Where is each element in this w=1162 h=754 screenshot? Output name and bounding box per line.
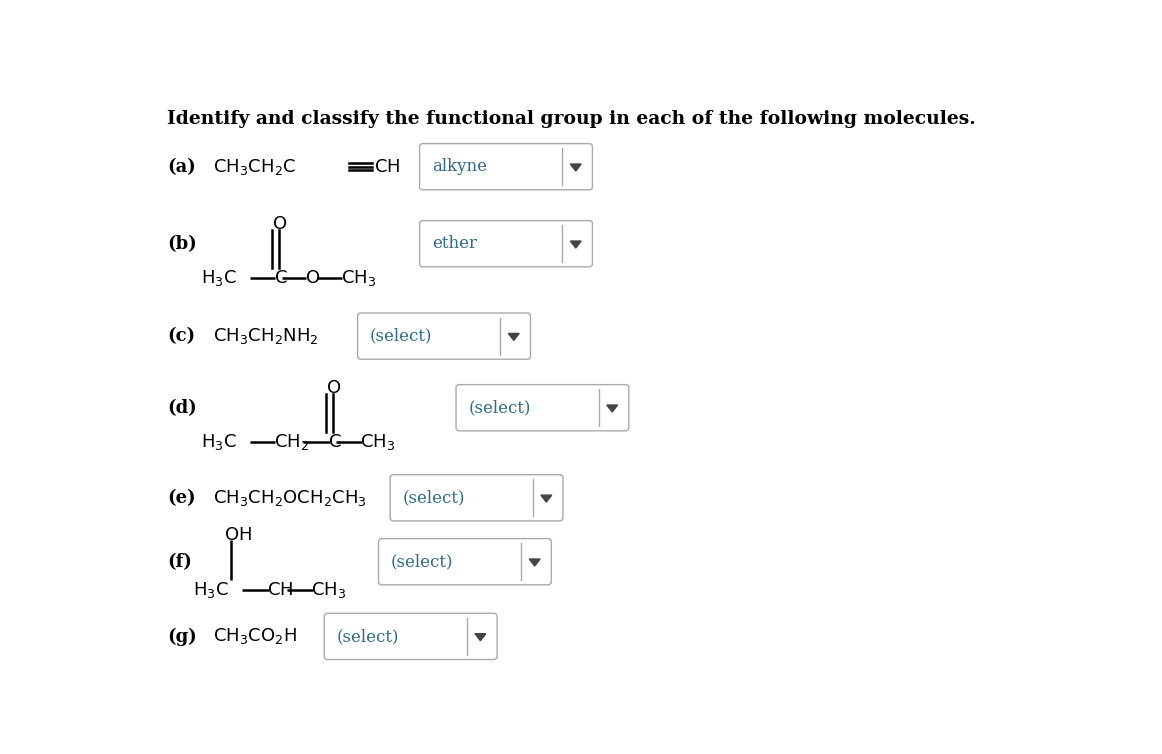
Text: $\mathsf{CH_3}$: $\mathsf{CH_3}$ [311, 581, 346, 600]
Polygon shape [540, 495, 552, 502]
Text: $\mathsf{C}$: $\mathsf{C}$ [328, 433, 342, 451]
Polygon shape [529, 559, 540, 566]
Text: (b): (b) [167, 234, 196, 253]
FancyBboxPatch shape [379, 538, 551, 585]
FancyBboxPatch shape [390, 475, 562, 521]
Text: $\mathsf{CH}$: $\mathsf{CH}$ [374, 158, 400, 176]
Text: (select): (select) [337, 628, 400, 645]
FancyBboxPatch shape [324, 613, 497, 660]
Text: $\mathsf{CH_3CH_2C}$: $\mathsf{CH_3CH_2C}$ [214, 157, 296, 176]
Text: $\mathsf{O}$: $\mathsf{O}$ [304, 269, 320, 287]
FancyBboxPatch shape [456, 385, 629, 431]
Text: $\mathsf{CH_3CH_2NH_2}$: $\mathsf{CH_3CH_2NH_2}$ [214, 326, 318, 346]
Text: (c): (c) [167, 327, 195, 345]
Text: (select): (select) [370, 327, 432, 345]
Text: $\mathsf{H_3C}$: $\mathsf{H_3C}$ [193, 581, 229, 600]
Polygon shape [475, 633, 486, 641]
Text: $\mathsf{CH}$: $\mathsf{CH}$ [267, 581, 294, 599]
Text: $\mathsf{CH_2}$: $\mathsf{CH_2}$ [273, 431, 309, 452]
Text: $\mathsf{CH_3}$: $\mathsf{CH_3}$ [360, 431, 395, 452]
Text: Identify and classify the functional group in each of the following molecules.: Identify and classify the functional gro… [167, 111, 976, 128]
Text: (a): (a) [167, 158, 195, 176]
Text: $\mathsf{CH_3CO_2H}$: $\mathsf{CH_3CO_2H}$ [214, 627, 297, 646]
Text: $\mathsf{C}$: $\mathsf{C}$ [273, 269, 287, 287]
Text: $\mathsf{O}$: $\mathsf{O}$ [325, 379, 340, 397]
Text: $\mathsf{CH_3CH_2OCH_2CH_3}$: $\mathsf{CH_3CH_2OCH_2CH_3}$ [214, 488, 367, 507]
FancyBboxPatch shape [419, 143, 593, 190]
Text: (select): (select) [390, 553, 453, 570]
Text: $\mathsf{H_3C}$: $\mathsf{H_3C}$ [201, 431, 237, 452]
Polygon shape [508, 333, 519, 340]
Polygon shape [571, 164, 581, 171]
Text: $\mathsf{H_3C}$: $\mathsf{H_3C}$ [201, 268, 237, 288]
Text: $\mathsf{CH_3}$: $\mathsf{CH_3}$ [340, 268, 375, 288]
Text: (f): (f) [167, 553, 192, 571]
Polygon shape [607, 405, 618, 412]
Text: ether: ether [432, 235, 476, 252]
Text: alkyne: alkyne [432, 158, 487, 175]
FancyBboxPatch shape [358, 313, 530, 359]
Text: $\mathsf{O}$: $\mathsf{O}$ [272, 216, 287, 234]
Text: (d): (d) [167, 399, 196, 417]
Text: $\mathsf{OH}$: $\mathsf{OH}$ [224, 526, 252, 544]
Text: (select): (select) [402, 489, 465, 506]
Text: (g): (g) [167, 627, 196, 645]
Polygon shape [571, 241, 581, 248]
Text: (select): (select) [468, 399, 531, 416]
Text: (e): (e) [167, 489, 195, 507]
FancyBboxPatch shape [419, 221, 593, 267]
